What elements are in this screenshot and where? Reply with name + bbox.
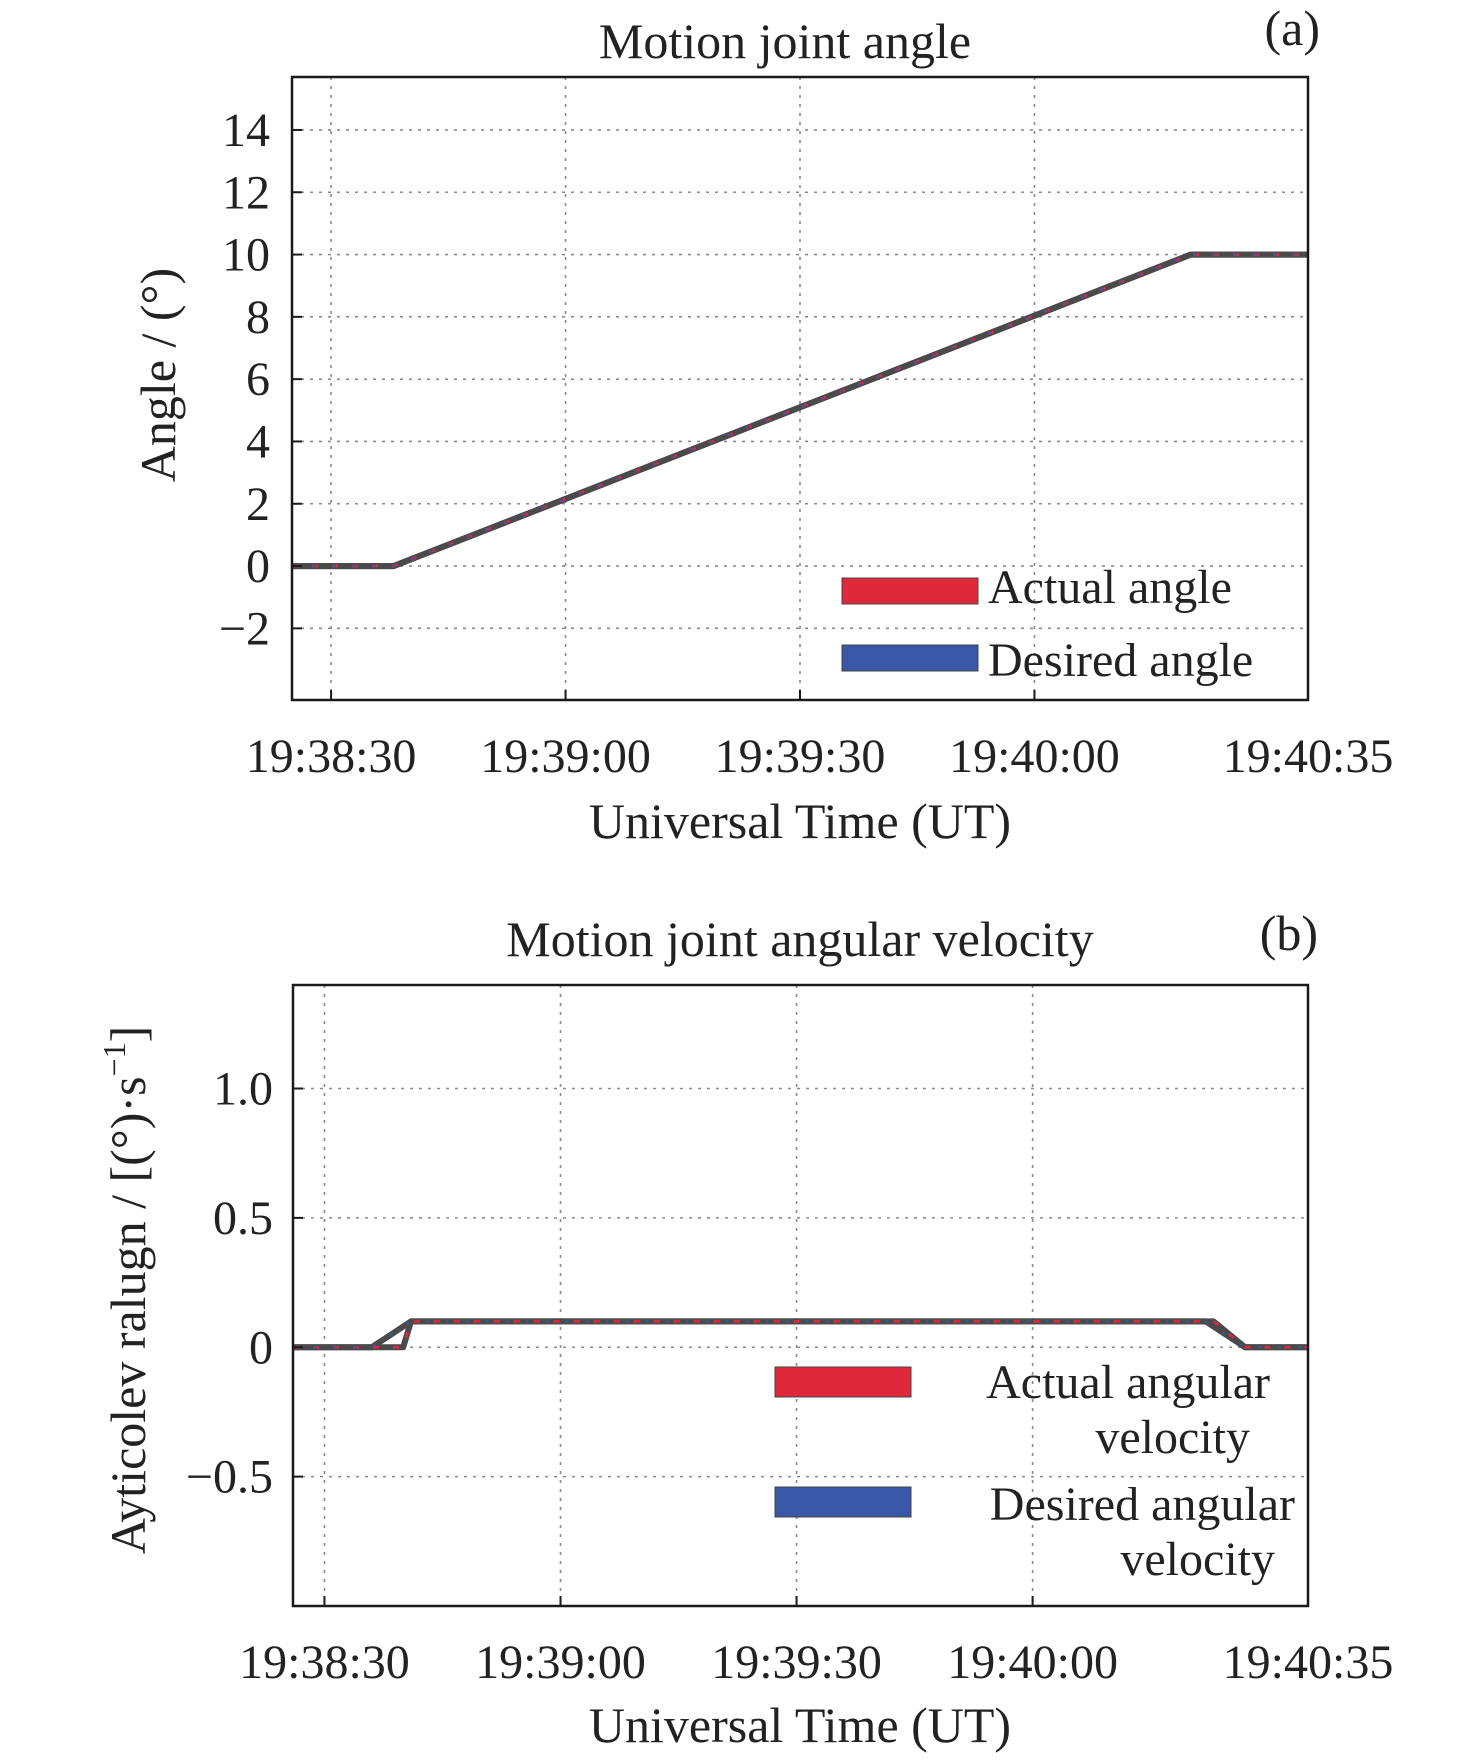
y-axis-label-text: Ayticolev ralugn / [(°)·s [100,1076,156,1554]
y-tick-label: −2 [219,602,270,655]
y-axis: −2 0 2 4 6 8 10 12 14 [219,104,302,655]
y-tick-label: 0 [246,540,270,593]
x-tick-label: 19:39:30 [711,1636,882,1689]
legend-label-actual-angle: Actual angle [988,561,1232,614]
y-tick-label: 0 [249,1321,273,1374]
legend-label-line: Actual angular [986,1356,1270,1409]
x-tick-label: 19:39:00 [475,1636,646,1689]
plot-series [293,1318,1308,1351]
y-axis-label: Ayticolev ralugn / [(°)·s−1] [96,1026,156,1554]
series-line-actual-angular-velocity [293,1320,1308,1349]
y-tick-label: 6 [246,353,270,406]
x-axis-label: Universal Time (UT) [589,1697,1011,1753]
legend-swatch-actual-angular-velocity [774,1366,912,1398]
x-tick-label: 19:40:35 [1223,730,1394,783]
y-tick-label: 4 [246,415,270,468]
chart-title: Motion joint angular velocity [506,911,1093,967]
y-tick-label: 12 [222,166,270,219]
legend: Actual angle Desired angle [841,561,1253,687]
plot-frame [291,983,1310,1608]
grid [292,77,1309,700]
legend-label-line: Desired angular [990,1478,1295,1531]
legend-swatch-desired-angle [841,644,979,672]
legend: Actual angular velocity Desired angular ve… [774,1356,1295,1586]
x-axis: 19:38:30 19:39:00 19:39:30 19:40:00 19:40:35 [239,1596,1393,1689]
x-axis: 19:38:30 19:39:00 19:39:30 19:40:00 19:40:35 [246,690,1394,783]
y-axis-label: Angle / (°) [130,268,186,482]
x-tick-label: 19:38:30 [239,1636,410,1689]
legend-swatch-desired-angular-velocity [774,1486,912,1518]
y-tick-label: 10 [222,229,270,282]
y-tick-label: 1.0 [213,1063,273,1116]
chart-panel-a: Motion joint angle (a) −2 0 2 4 6 8 10 12 14 19:… [130,0,1393,849]
x-tick-label: 19:40:00 [947,1636,1118,1689]
panel-label: (b) [1260,905,1318,961]
y-axis: −0.5 0 0.5 1.0 [186,1063,303,1504]
y-tick-label: 0.5 [213,1192,273,1245]
x-tick-label: 19:39:30 [715,730,886,783]
x-axis-label: Universal Time (UT) [589,793,1011,849]
series-outline-desired-angle [292,251,1308,570]
panel-label: (a) [1265,0,1321,56]
y-tick-label: 14 [222,104,270,157]
legend-label-actual-angular-velocity: Actual angular velocity [986,1356,1270,1464]
series-outline-desired-angular-velocity [293,1318,1308,1351]
chart-panel-b: Motion joint angular velocity (b) −0.5 0 0… [96,905,1393,1753]
legend-label-desired-angular-velocity: Desired angular velocity [990,1478,1295,1586]
chart-title: Motion joint angle [599,13,971,69]
y-tick-label: 2 [246,478,270,531]
plot-series [292,251,1308,570]
legend-label-line: velocity [1120,1533,1275,1586]
y-tick-label: 8 [246,291,270,344]
x-tick-label: 19:40:00 [949,730,1120,783]
legend-label-desired-angle: Desired angle [988,634,1253,687]
y-axis-label-suffix: ] [100,1026,156,1043]
series-outline-actual-angular-velocity [293,1318,1308,1351]
legend-label-line: velocity [1095,1411,1250,1464]
y-axis-label-superscript: −1 [96,1042,132,1076]
legend-swatch-actual-angle [841,577,979,605]
y-tick-label: −0.5 [186,1451,273,1504]
x-tick-label: 19:40:35 [1223,1636,1394,1689]
x-tick-label: 19:39:00 [480,730,651,783]
series-line-desired-angular-velocity [293,1320,1308,1349]
x-tick-label: 19:38:30 [246,730,417,783]
